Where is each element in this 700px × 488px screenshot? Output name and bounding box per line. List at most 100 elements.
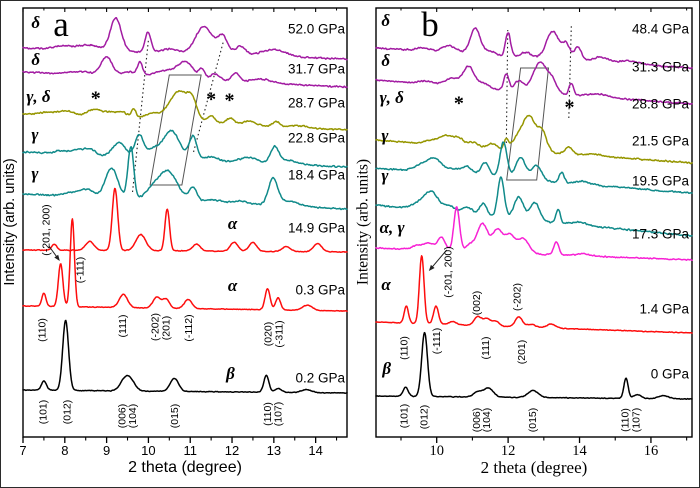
xrd-curve-b-17.3-GPa xyxy=(375,206,693,261)
xrd-curve-b-0-GPa xyxy=(375,331,693,400)
miller-index-label: (104) xyxy=(127,404,139,429)
pressure-label: 21.5 GPa xyxy=(632,134,690,149)
miller-index-label: (020) xyxy=(263,322,275,347)
asterisk-marker: * xyxy=(565,97,575,119)
dotted-guide-line xyxy=(505,29,509,144)
miller-index-label: (012) xyxy=(62,400,74,425)
phase-label: β xyxy=(225,364,235,383)
phase-label: γ xyxy=(381,166,389,185)
pressure-label: 48.4 GPa xyxy=(632,22,690,37)
asterisk-marker: * xyxy=(454,93,464,115)
annotation-arrow xyxy=(48,245,58,259)
pressure-label: 0.2 GPa xyxy=(295,371,345,386)
x-tick-label: 14 xyxy=(308,443,322,458)
x-tick-label: 7 xyxy=(19,443,26,458)
pressure-label: 19.5 GPa xyxy=(632,174,690,189)
xrd-curve-a-22.8-GPa xyxy=(22,129,348,168)
phase-label: γ xyxy=(381,126,389,145)
x-tick-label: 14 xyxy=(572,443,587,459)
miller-index-label: (015) xyxy=(527,408,539,433)
pressure-label: 18.4 GPa xyxy=(288,168,346,183)
xrd-curve-a-31.7-GPa xyxy=(22,56,348,89)
x-tick-label: 10 xyxy=(429,443,444,459)
miller-index-label: (006) xyxy=(116,404,128,429)
miller-index-label: (-111) xyxy=(74,257,86,283)
y-axis-title: Intensity (arb. units) xyxy=(2,158,18,285)
peak-region-box xyxy=(506,67,550,181)
annotation-arrow xyxy=(431,249,448,269)
panel-letter-a: a xyxy=(53,5,69,44)
miller-index-label: (107) xyxy=(273,402,285,427)
xrd-curve-b-28.8-GPa xyxy=(375,114,693,165)
xrd-curve-b-48.4-GPa xyxy=(375,27,693,70)
pressure-label: 1.4 GPa xyxy=(639,302,689,317)
miller-index-label: (110) xyxy=(36,318,48,342)
xrd-curve-a-52.0-GPa xyxy=(22,17,348,61)
asterisk-marker: * xyxy=(91,88,101,110)
phase-label: γ xyxy=(31,125,39,144)
miller-index-label: (111) xyxy=(480,337,492,360)
miller-index-label: (-112) xyxy=(183,314,195,341)
xrd-curve-b-1.4-GPa xyxy=(375,255,693,334)
miller-index-label: (-202) xyxy=(150,313,162,341)
phase-label: γ xyxy=(31,164,39,183)
pressure-label: 31.3 GPa xyxy=(632,60,690,75)
phase-label: α xyxy=(381,275,391,294)
miller-index-label: (002) xyxy=(471,291,483,316)
pressure-label: 0 GPa xyxy=(651,367,690,382)
miller-index-label: (006) xyxy=(471,408,483,433)
phase-label: γ, δ xyxy=(380,88,405,107)
miller-index-label: (107) xyxy=(630,408,642,433)
x-tick-label: 11 xyxy=(183,443,197,458)
phase-label: δ xyxy=(381,51,390,70)
pressure-label: 17.3 GPa xyxy=(632,227,690,242)
x-tick-label: 13 xyxy=(267,443,281,458)
panel-letter-b: b xyxy=(421,5,439,44)
pressure-label: 0.3 GPa xyxy=(295,283,345,298)
x-tick-label: 9 xyxy=(103,443,110,458)
x-tick-label: 16 xyxy=(644,443,659,459)
phase-label: δ xyxy=(31,50,40,69)
phase-label: γ, δ xyxy=(26,87,51,106)
panel-a: 7 8 9 10 11 12 13 14 2 theta (degree) Intensity (… xyxy=(2,5,348,476)
miller-index-label: (015) xyxy=(169,404,181,429)
miller-index-label: (110) xyxy=(620,408,632,432)
plot-frame-b xyxy=(375,7,693,438)
miller-index-label: (110) xyxy=(398,336,410,360)
miller-index-label: (101) xyxy=(37,400,49,425)
miller-index-label: (110) xyxy=(262,402,274,426)
miller-index-label: (012) xyxy=(418,405,430,430)
pressure-label: 31.7 GPa xyxy=(288,62,346,77)
plot-frame-a xyxy=(22,7,348,438)
pressure-label: 14.9 GPa xyxy=(288,221,346,236)
miller-index-label: (201) xyxy=(516,340,528,365)
x-axis-title: 2 theta (degree) xyxy=(128,459,242,476)
miller-index-label: (111) xyxy=(117,315,129,338)
panel-b: 10 12 14 16 2 theta (degree) Intensity (arb. … xyxy=(355,5,693,477)
y-axis-title: Intensity (arb. units) xyxy=(355,159,372,285)
phase-label: α xyxy=(228,214,238,233)
annotation-arrow-head xyxy=(428,264,435,271)
xrd-curve-a-0.3-GPa xyxy=(22,218,348,313)
miller-index-label: (-311) xyxy=(273,320,285,347)
phase-label: α xyxy=(228,276,238,295)
asterisk-marker: * xyxy=(225,90,235,112)
pressure-label: 28.7 GPa xyxy=(288,96,346,111)
xrd-curve-a-14.9-GPa xyxy=(22,187,348,253)
miller-index-label: (-111) xyxy=(431,328,443,354)
dotted-guide-line xyxy=(193,41,224,153)
xrd-curve-b-21.5-GPa xyxy=(375,141,693,194)
pressure-label: 22.8 GPa xyxy=(288,131,346,146)
phase-label: δ xyxy=(31,13,40,32)
asterisk-marker: * xyxy=(206,89,216,111)
x-tick-label: 8 xyxy=(61,443,68,458)
xrd-curve-a-0.2-GPa xyxy=(22,319,348,394)
miller-index-label: (101) xyxy=(398,404,410,429)
xrd-curve-b-19.5-GPa xyxy=(375,176,693,237)
x-tick-label: 12 xyxy=(501,443,516,459)
miller-index-label: (201) xyxy=(161,316,173,341)
pressure-label: 28.8 GPa xyxy=(632,97,690,112)
phase-label: δ xyxy=(381,11,390,30)
